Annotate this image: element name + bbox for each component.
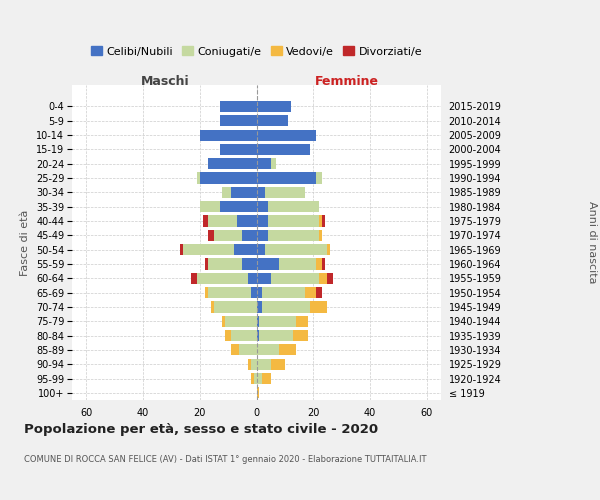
Bar xyxy=(251,373,254,384)
Bar xyxy=(225,330,231,341)
Bar xyxy=(214,230,242,241)
Bar xyxy=(257,201,268,212)
Bar xyxy=(257,187,265,198)
Bar xyxy=(257,230,268,241)
Bar xyxy=(223,187,231,198)
Bar xyxy=(319,216,322,226)
Bar xyxy=(262,373,271,384)
Bar xyxy=(279,258,316,270)
Bar xyxy=(191,272,197,284)
Bar xyxy=(183,244,234,255)
Bar xyxy=(231,344,239,356)
Bar xyxy=(223,316,225,327)
Bar xyxy=(319,230,322,241)
Bar xyxy=(231,187,257,198)
Bar xyxy=(214,302,257,312)
Bar xyxy=(208,287,251,298)
Bar xyxy=(257,272,271,284)
Bar xyxy=(208,230,214,241)
Bar xyxy=(208,216,236,226)
Bar xyxy=(322,258,325,270)
Bar xyxy=(236,216,257,226)
Bar xyxy=(203,216,208,226)
Bar xyxy=(293,330,308,341)
Bar xyxy=(254,373,257,384)
Bar xyxy=(197,172,200,184)
Bar xyxy=(310,302,328,312)
Bar xyxy=(257,358,271,370)
Bar xyxy=(257,373,262,384)
Bar xyxy=(225,316,257,327)
Bar xyxy=(231,330,257,341)
Bar xyxy=(257,158,271,170)
Bar xyxy=(257,244,265,255)
Bar xyxy=(257,258,279,270)
Bar xyxy=(248,358,251,370)
Bar xyxy=(316,172,322,184)
Text: Popolazione per età, sesso e stato civile - 2020: Popolazione per età, sesso e stato civil… xyxy=(24,422,378,436)
Bar xyxy=(322,216,325,226)
Bar xyxy=(257,115,288,126)
Bar xyxy=(220,201,257,212)
Bar xyxy=(257,330,259,341)
Bar xyxy=(208,158,257,170)
Bar xyxy=(257,144,310,155)
Bar xyxy=(200,201,220,212)
Bar xyxy=(197,272,248,284)
Text: Anni di nascita: Anni di nascita xyxy=(587,201,597,284)
Text: Femmine: Femmine xyxy=(316,75,379,88)
Bar xyxy=(328,272,333,284)
Bar xyxy=(251,287,257,298)
Bar xyxy=(305,287,316,298)
Y-axis label: Fasce di età: Fasce di età xyxy=(20,210,31,276)
Bar xyxy=(257,130,316,140)
Bar xyxy=(259,316,296,327)
Legend: Celibi/Nubili, Coniugati/e, Vedovi/e, Divorziati/e: Celibi/Nubili, Coniugati/e, Vedovi/e, Di… xyxy=(86,42,427,61)
Bar xyxy=(271,272,319,284)
Bar xyxy=(319,272,328,284)
Bar xyxy=(248,272,257,284)
Text: Maschi: Maschi xyxy=(142,75,190,88)
Bar xyxy=(271,158,277,170)
Bar xyxy=(257,172,316,184)
Bar xyxy=(257,101,290,112)
Bar xyxy=(242,230,257,241)
Bar xyxy=(279,344,296,356)
Bar xyxy=(257,388,259,398)
Bar xyxy=(316,258,322,270)
Text: COMUNE DI ROCCA SAN FELICE (AV) - Dati ISTAT 1° gennaio 2020 - Elaborazione TUTT: COMUNE DI ROCCA SAN FELICE (AV) - Dati I… xyxy=(24,455,427,464)
Bar xyxy=(271,358,285,370)
Bar xyxy=(328,244,331,255)
Bar xyxy=(211,302,214,312)
Bar xyxy=(296,316,308,327)
Bar xyxy=(259,330,293,341)
Bar xyxy=(200,130,257,140)
Bar xyxy=(220,101,257,112)
Bar xyxy=(220,144,257,155)
Bar xyxy=(268,201,319,212)
Bar xyxy=(265,187,305,198)
Bar xyxy=(200,172,257,184)
Bar xyxy=(205,258,208,270)
Bar xyxy=(239,344,257,356)
Bar xyxy=(316,287,322,298)
Bar xyxy=(205,287,208,298)
Bar xyxy=(242,258,257,270)
Bar xyxy=(257,287,262,298)
Bar xyxy=(268,216,319,226)
Bar xyxy=(208,258,242,270)
Bar xyxy=(180,244,182,255)
Bar xyxy=(234,244,257,255)
Bar xyxy=(251,358,257,370)
Bar xyxy=(257,302,262,312)
Bar xyxy=(262,287,305,298)
Bar xyxy=(220,115,257,126)
Bar xyxy=(257,344,279,356)
Bar xyxy=(262,302,310,312)
Bar xyxy=(257,216,268,226)
Bar xyxy=(257,316,259,327)
Bar xyxy=(268,230,319,241)
Bar xyxy=(265,244,328,255)
